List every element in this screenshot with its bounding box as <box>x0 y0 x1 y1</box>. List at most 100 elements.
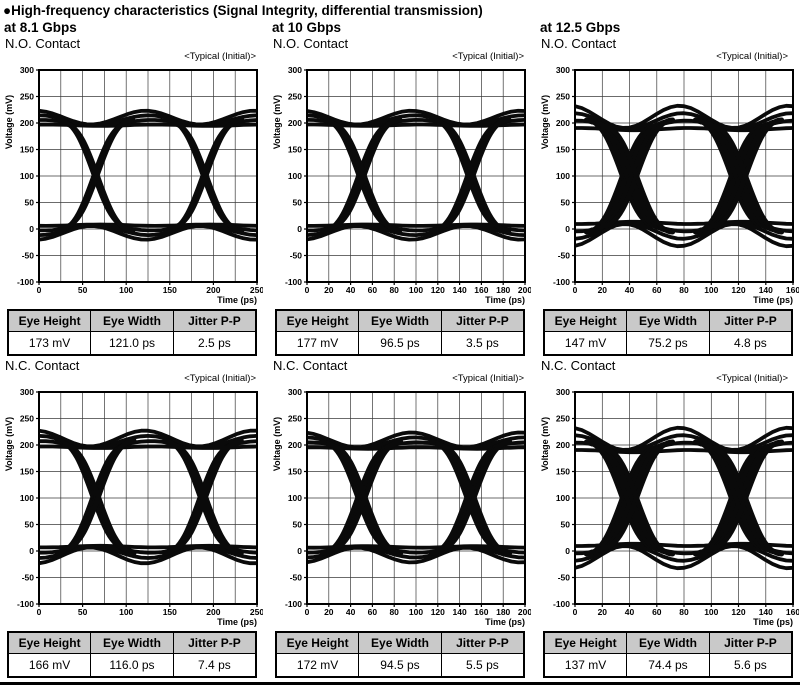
svg-text:150: 150 <box>20 145 34 155</box>
svg-text:160: 160 <box>786 607 799 617</box>
measurement-value: 96.5 ps <box>358 331 442 356</box>
measurement-header: Eye Height <box>275 631 360 654</box>
svg-text:60: 60 <box>652 607 662 617</box>
svg-text:-50: -50 <box>22 251 35 261</box>
grid-lines <box>39 70 257 282</box>
measurement-header: Jitter P-P <box>708 631 793 654</box>
svg-text:-100: -100 <box>553 277 570 287</box>
measurement-header: Eye Height <box>543 309 628 332</box>
svg-text:-50: -50 <box>290 251 303 261</box>
typical-note: <Typical (Initial)> <box>452 373 524 384</box>
svg-text:50: 50 <box>78 285 88 295</box>
contact-label: N.O. Contact <box>5 36 81 51</box>
axis-ticks: 0 50 100 150 200 250 300 250 200 150 100 50 0 -50 -100 <box>17 387 263 617</box>
svg-text:100: 100 <box>409 285 423 295</box>
svg-text:80: 80 <box>389 285 399 295</box>
measurement-header: Jitter P-P <box>172 309 257 332</box>
axis-ticks: 0 20 40 60 80 100 120 140 160 180 200 300 250 200 150 1… <box>285 65 531 295</box>
svg-text:200: 200 <box>518 607 531 617</box>
svg-text:40: 40 <box>346 607 356 617</box>
measurements-value-row: 172 mV 94.5 ps 5.5 ps <box>275 653 525 678</box>
svg-text:20: 20 <box>324 285 334 295</box>
svg-text:60: 60 <box>368 285 378 295</box>
contact-label: N.O. Contact <box>541 36 617 51</box>
axis-ticks: 0 20 40 60 80 100 120 140 160 180 200 300 250 200 150 1… <box>285 387 531 617</box>
typical-note: <Typical (Initial)> <box>184 373 256 384</box>
svg-text:0: 0 <box>37 607 42 617</box>
eye-diagram-chart: 0 20 40 60 80 100 120 140 160 180 200 300 250 200 150 1… <box>272 387 531 627</box>
typical-note: <Typical (Initial)> <box>452 51 524 62</box>
eye-diagram-chart: 0 20 40 60 80 100 120 140 160 180 200 300 250 200 150 1… <box>272 65 531 305</box>
svg-text:-50: -50 <box>22 573 35 583</box>
svg-text:-50: -50 <box>558 573 571 583</box>
svg-text:250: 250 <box>250 285 263 295</box>
eye-traces <box>307 430 525 565</box>
measurement-header: Eye Height <box>7 631 92 654</box>
svg-text:300: 300 <box>20 65 34 75</box>
measurements-value-row: 173 mV 121.0 ps 2.5 ps <box>7 331 257 356</box>
svg-text:40: 40 <box>625 607 635 617</box>
measurement-header: Eye Width <box>626 631 710 654</box>
axis-ticks: 0 20 40 60 80 100 120 140 160300250200150100500-… <box>553 65 799 295</box>
x-axis-label: Time (ps) <box>485 617 525 627</box>
svg-text:200: 200 <box>288 440 302 450</box>
typical-note: <Typical (Initial)> <box>184 51 256 62</box>
svg-text:0: 0 <box>297 546 302 556</box>
svg-text:50: 50 <box>78 607 88 617</box>
svg-text:200: 200 <box>288 118 302 128</box>
chart-cell: N.O. Contact <Typical (Initial)> 0 20 40 60… <box>268 36 536 358</box>
svg-text:200: 200 <box>20 440 34 450</box>
svg-text:250: 250 <box>250 607 263 617</box>
svg-text:120: 120 <box>431 607 445 617</box>
measurement-header: Jitter P-P <box>172 631 257 654</box>
contact-label: N.C. Contact <box>541 358 616 373</box>
measurement-header: Eye Width <box>90 631 174 654</box>
rate-header-row: at 8.1 Gbps at 10 Gbps at 12.5 Gbps <box>0 19 800 36</box>
contact-label: N.O. Contact <box>273 36 349 51</box>
svg-text:140: 140 <box>453 607 467 617</box>
svg-text:50: 50 <box>25 198 35 208</box>
svg-text:0: 0 <box>297 224 302 234</box>
chart-cell: N.O. Contact <Typical (Initial)> 0 20 40 60… <box>536 36 800 358</box>
measurement-value: 94.5 ps <box>358 653 442 678</box>
x-axis-label: Time (ps) <box>217 295 257 305</box>
measurement-header: Eye Height <box>7 309 92 332</box>
measurement-header: Eye Height <box>543 631 628 654</box>
x-axis-label: Time (ps) <box>217 617 257 627</box>
eye-traces <box>39 108 257 242</box>
rate-header: at 10 Gbps <box>272 20 342 35</box>
svg-text:100: 100 <box>704 607 718 617</box>
svg-text:140: 140 <box>759 607 773 617</box>
eye-traces <box>575 425 793 571</box>
svg-text:0: 0 <box>29 224 34 234</box>
y-axis-label: Voltage (mV) <box>540 417 550 471</box>
eye-diagram-chart: 0 50 100 150 200 250 300 250 200 150 100 50 0 -50 -100… <box>4 65 263 305</box>
contact-label: N.C. Contact <box>273 358 348 373</box>
svg-text:50: 50 <box>561 520 571 530</box>
x-axis-label: Time (ps) <box>753 295 793 305</box>
measurement-value: 173 mV <box>7 331 92 356</box>
svg-text:100: 100 <box>704 285 718 295</box>
svg-text:120: 120 <box>431 285 445 295</box>
rate-header: at 12.5 Gbps <box>540 20 621 35</box>
svg-text:100: 100 <box>288 493 302 503</box>
y-axis-label: Voltage (mV) <box>4 417 14 471</box>
measurements-table: Eye Height Eye Width Jitter P-P 166 mV 116.… <box>7 631 257 678</box>
svg-text:80: 80 <box>679 285 689 295</box>
measurement-header: Eye Width <box>358 309 442 332</box>
svg-text:180: 180 <box>496 607 510 617</box>
svg-text:250: 250 <box>556 414 570 424</box>
svg-text:50: 50 <box>293 198 303 208</box>
svg-text:160: 160 <box>786 285 799 295</box>
svg-text:100: 100 <box>556 493 570 503</box>
measurement-header: Eye Width <box>358 631 442 654</box>
svg-text:0: 0 <box>37 285 42 295</box>
measurements-table: Eye Height Eye Width Jitter P-P 173 mV 121.… <box>7 309 257 356</box>
svg-text:200: 200 <box>206 285 220 295</box>
svg-text:160: 160 <box>474 285 488 295</box>
measurements-table: Eye Height Eye Width Jitter P-P 137 mV 74.4… <box>543 631 793 678</box>
measurement-value: 172 mV <box>275 653 360 678</box>
measurement-value: 3.5 ps <box>440 331 525 356</box>
svg-text:180: 180 <box>496 285 510 295</box>
svg-text:0: 0 <box>565 224 570 234</box>
